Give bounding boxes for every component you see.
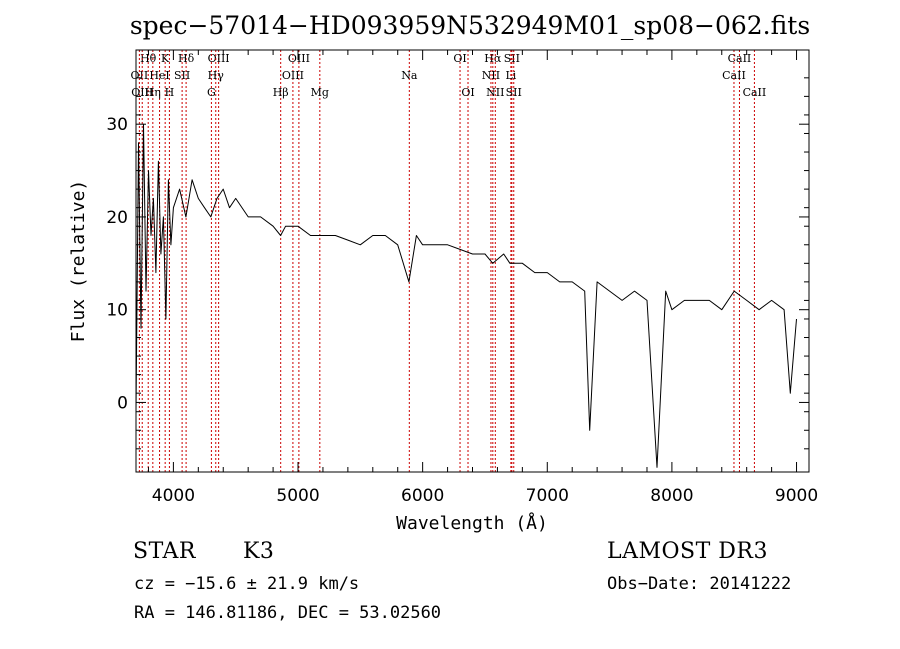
flux-series-line: [135, 123, 797, 468]
line-marker-label: OI: [453, 52, 466, 65]
line-marker-label: Hα: [484, 52, 502, 65]
x-axis-label: Wavelength (Å): [396, 512, 548, 534]
y-tick-label: 0: [117, 393, 128, 413]
line-marker-label: SII: [174, 69, 190, 82]
object-subclass: K3: [243, 539, 275, 564]
line-marker-label: CaII: [743, 86, 767, 99]
line-marker-label: H: [165, 86, 175, 99]
line-marker-label: Hη: [145, 86, 161, 99]
obs-date: Obs−Date: 20141222: [607, 574, 792, 594]
axis-ticks: 4000 5000 6000 7000 8000 9000 0 10 20 30: [106, 50, 818, 506]
x-tick-label: 8000: [650, 486, 693, 506]
line-marker-label: Hδ: [178, 52, 195, 65]
line-marker-label: Hβ: [273, 86, 289, 99]
line-marker-label: Mg: [311, 86, 329, 99]
line-marker-label: Na: [401, 69, 418, 82]
line-marker-label: SII: [506, 86, 522, 99]
x-tick-label: 4000: [152, 486, 195, 506]
line-marker-label: Li: [505, 69, 516, 82]
line-marker-label: HeI: [149, 69, 169, 82]
y-tick-label: 30: [106, 115, 128, 135]
line-marker-label: CaII: [728, 52, 752, 65]
line-marker-label: OIII: [288, 52, 310, 65]
line-marker-label: Hγ: [208, 69, 225, 82]
line-marker-label: OII: [131, 69, 149, 82]
redshift-readout: cz = −15.6 ± 21.9 km/s: [134, 574, 360, 594]
line-marker-label: NII: [482, 69, 500, 82]
line-marker-label: G: [207, 86, 216, 99]
x-tick-label: 7000: [526, 486, 569, 506]
line-marker-label: K: [161, 52, 170, 65]
line-marker-label: OIII: [282, 69, 304, 82]
x-tick-label: 5000: [276, 486, 319, 506]
series-layer: [135, 123, 797, 468]
object-class: STAR: [133, 539, 196, 564]
line-marker-label: NII: [486, 86, 504, 99]
y-tick-label: 20: [106, 208, 128, 228]
x-tick-label: 6000: [401, 486, 444, 506]
coordinates: RA = 146.81186, DEC = 53.02560: [134, 603, 442, 623]
plot-frame: [135, 49, 810, 473]
y-axis-label: Flux (relative): [68, 180, 89, 343]
line-marker-label: CaII: [722, 69, 746, 82]
line-marker-label: SII: [504, 52, 520, 65]
survey-name: LAMOST DR3: [607, 539, 768, 564]
line-marker-label: OIII: [208, 52, 230, 65]
line-marker-label: OI: [461, 86, 474, 99]
line-marker-label: OIII: [131, 86, 153, 99]
y-tick-label: 10: [106, 301, 128, 321]
chart-title: spec−57014−HD093959N532949M01_sp08−062.f…: [130, 11, 810, 40]
x-tick-label: 9000: [775, 486, 818, 506]
